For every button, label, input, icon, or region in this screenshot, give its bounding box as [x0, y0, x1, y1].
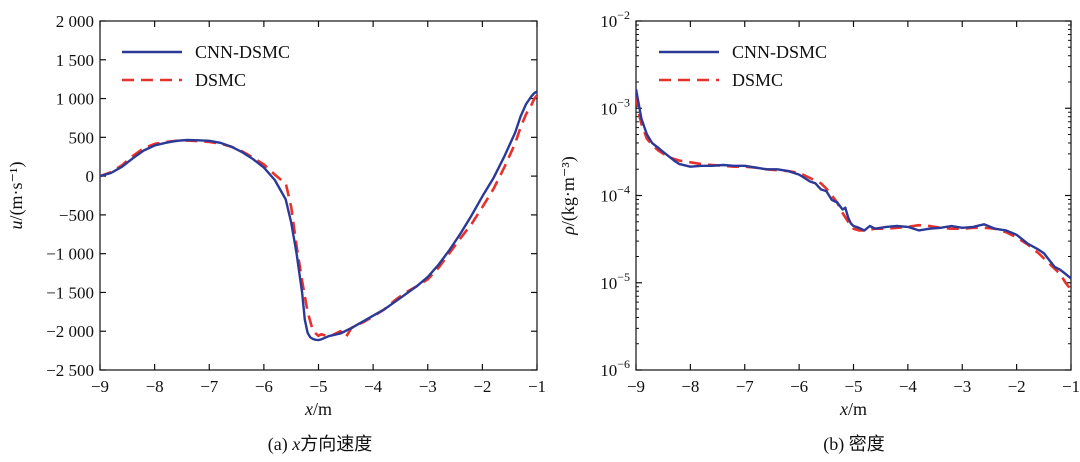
series-line-cnn-dsmc: [100, 90, 537, 342]
x-axis-var: x: [304, 399, 313, 419]
caption-text: 密度: [849, 434, 885, 454]
x-tick-label: −7: [200, 377, 219, 396]
y-tick-base: 10: [600, 12, 617, 31]
plot-frame: [635, 20, 1072, 371]
y-tick-label: −2 500: [46, 361, 94, 380]
x-tick-label: −7: [736, 377, 755, 396]
series-line-dsmc: [636, 95, 1071, 291]
legend-label-cnn-dsmc: CNN-DSMC: [195, 42, 290, 62]
x-axis-var: x: [839, 399, 848, 419]
x-tick-label: −9: [627, 377, 645, 396]
x-tick-label: −6: [255, 377, 273, 396]
series-line-cnn-dsmc: [636, 88, 1071, 280]
caption-var: x: [291, 434, 300, 454]
y-tick-exponent: −4: [617, 183, 630, 197]
y-tick-exponent: −5: [617, 270, 630, 284]
y-axis-var: u: [6, 220, 26, 229]
x-tick-label: −2: [473, 377, 491, 396]
x-tick-label: −8: [146, 377, 164, 396]
y-tick-base: 10: [600, 99, 617, 118]
y-tick-label: 10−3: [600, 95, 630, 118]
y-tick-label: −1 000: [46, 245, 94, 264]
y-tick-label: 10−4: [600, 183, 630, 206]
y-tick-label: 500: [69, 128, 95, 147]
y-tick-label: −500: [59, 206, 94, 225]
y-tick-label: −1 500: [46, 283, 94, 302]
y-tick-exponent: −6: [617, 357, 630, 371]
x-tick-label: −1: [528, 377, 546, 396]
x-axis-label: x/m: [839, 399, 867, 419]
x-axis-unit: /m: [313, 399, 332, 419]
legend-label-dsmc: DSMC: [195, 70, 246, 90]
y-tick-label: 2 000: [56, 12, 94, 31]
caption: (a) x方向速度: [268, 434, 372, 455]
plot-frame: [99, 20, 538, 371]
y-axis-unit: /(kg·m⁻³): [558, 156, 579, 226]
legend-label-dsmc: DSMC: [732, 70, 783, 90]
y-tick-label: 10−6: [600, 357, 630, 380]
x-tick-label: −5: [309, 377, 327, 396]
y-axis-unit: /(m·s⁻¹): [6, 162, 27, 221]
y-tick-exponent: −2: [617, 8, 630, 22]
y-axis-label: u/(m·s⁻¹): [6, 162, 27, 230]
x-tick-label: −9: [91, 377, 109, 396]
x-tick-label: −2: [1008, 377, 1026, 396]
y-tick-base: 10: [600, 361, 617, 380]
chart-panel-b: −9 −8 −7 −6 −5 −4 −3 −2 −110−610−510−410−310−2x/…: [558, 8, 1080, 455]
x-tick-label: −1: [1062, 377, 1080, 396]
caption-text: 方向速度: [300, 434, 372, 454]
x-tick-label: −4: [364, 377, 383, 396]
y-tick-exponent: −3: [617, 95, 630, 109]
y-tick-label: 1 000: [56, 90, 94, 109]
chart-panel-a: −9 −8 −7 −6 −5 −4 −3 −2 −1 −2 500 −2 000 −1 500 −1 0…: [6, 12, 546, 455]
x-tick-label: −3: [953, 377, 971, 396]
y-tick-label: 0: [86, 167, 95, 186]
y-axis-label: ρ/(kg·m⁻³): [558, 156, 579, 236]
x-tick-label: −8: [681, 377, 699, 396]
x-tick-label: −4: [899, 377, 918, 396]
x-tick-label: −6: [790, 377, 808, 396]
x-tick-label: −5: [844, 377, 862, 396]
y-tick-label: 10−5: [600, 270, 630, 293]
y-tick-base: 10: [600, 187, 617, 206]
y-tick-label: −2 000: [46, 322, 94, 341]
y-axis-var: ρ: [558, 226, 578, 236]
x-axis-unit: /m: [848, 399, 867, 419]
caption: (b) 密度: [823, 434, 885, 455]
caption-prefix: (a): [268, 434, 292, 455]
y-tick-label: 10−2: [600, 8, 630, 31]
y-tick-label: 1 500: [56, 51, 94, 70]
y-tick-base: 10: [600, 274, 617, 293]
x-tick-label: −3: [419, 377, 437, 396]
x-axis-label: x/m: [304, 399, 332, 419]
caption-prefix: (b): [823, 434, 849, 455]
legend-label-cnn-dsmc: CNN-DSMC: [732, 42, 827, 62]
